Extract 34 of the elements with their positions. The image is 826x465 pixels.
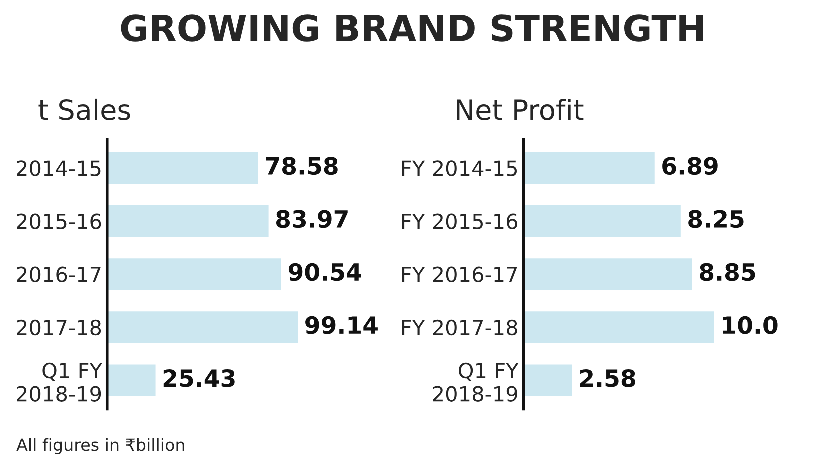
y-tick-label: Q1 FY 2018-19 [17, 362, 103, 402]
bar [107, 257, 283, 292]
bar [524, 257, 694, 292]
y-tick-label: Q1 FY 2018-19 [433, 362, 519, 402]
data-label: 78.58 [266, 157, 338, 176]
data-label: 8.25 [688, 210, 744, 228]
text: GROWING BRAND STRENGTH [121, 14, 704, 42]
chart-subtitle: t Sales [38, 98, 130, 120]
y-tick-label: FY 2015-16 [402, 214, 518, 230]
bar [107, 204, 270, 238]
y-tick-label: FY 2014-15 [402, 160, 518, 176]
y-tick-label: 2016-17 [17, 266, 101, 283]
data-label: 25.43 [164, 369, 235, 388]
bar [107, 310, 300, 345]
data-label: 90.54 [288, 263, 362, 282]
bar [524, 204, 682, 238]
bar [107, 151, 260, 186]
data-label: 6.89 [662, 157, 718, 176]
y-tick-label: FY 2017-18 [402, 320, 518, 336]
chart-subtitle: Net Profit [457, 98, 584, 120]
data-label: 2.58 [580, 369, 636, 388]
data-label: 10.0 [723, 316, 778, 334]
y-tick-label: FY 2016-17 [402, 266, 518, 283]
y-tick-label: 2015-16 [17, 214, 102, 230]
y-tick-label: 2014-15 [17, 160, 101, 176]
data-label: 8.85 [700, 263, 756, 282]
bar [524, 151, 656, 186]
bar [524, 310, 716, 345]
data-label: 83.97 [276, 210, 348, 228]
data-label: 99.14 [306, 316, 378, 334]
text: All figures in ₹billion [16, 438, 184, 455]
bar [524, 363, 574, 398]
bar [107, 363, 158, 398]
y-tick-label: 2017-18 [17, 320, 102, 336]
